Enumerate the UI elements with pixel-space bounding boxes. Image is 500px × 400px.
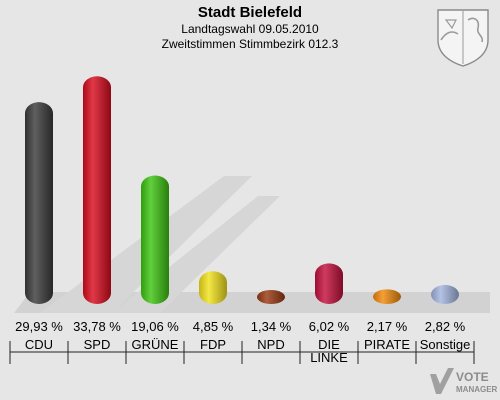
bar-2 (141, 175, 169, 304)
value-label: 2,17 % (367, 319, 408, 334)
chart-subtitle-district: Zweitstimmen Stimmbezirk 012.3 (161, 37, 339, 51)
chart-title: Stadt Bielefeld (197, 4, 303, 21)
value-label: 6,02 % (309, 319, 350, 334)
category-label: GRÜNE (132, 337, 179, 352)
bar-0 (25, 102, 53, 305)
category-label: PIRATE (364, 337, 410, 352)
value-label: 19,06 % (131, 319, 179, 334)
value-label: 2,82 % (425, 319, 466, 334)
category-label: SPD (84, 337, 111, 352)
bar-1 (83, 76, 111, 304)
bar-7 (431, 284, 459, 304)
vote-manager-logo-icon: VOTE MANAGER (430, 368, 498, 394)
bar-5 (315, 263, 343, 304)
logo-text-vote: VOTE (456, 370, 489, 384)
bar-3 (199, 271, 227, 304)
bar-4 (257, 290, 285, 304)
value-label: 33,78 % (73, 319, 121, 334)
coat-of-arms-icon (437, 9, 489, 67)
bar-6 (373, 289, 401, 304)
logo-text-manager: MANAGER (456, 385, 498, 394)
value-label: 29,93 % (15, 319, 63, 334)
value-label: 1,34 % (251, 319, 292, 334)
category-label: NPD (257, 337, 284, 352)
chart-subtitle-election: Landtagswahl 09.05.2010 (181, 22, 319, 36)
category-label: Sonstige (420, 337, 471, 352)
category-label: CDU (25, 337, 53, 352)
value-label: 4,85 % (193, 319, 234, 334)
category-label: FDP (200, 337, 226, 352)
category-label: DIE LINKE (310, 337, 348, 365)
